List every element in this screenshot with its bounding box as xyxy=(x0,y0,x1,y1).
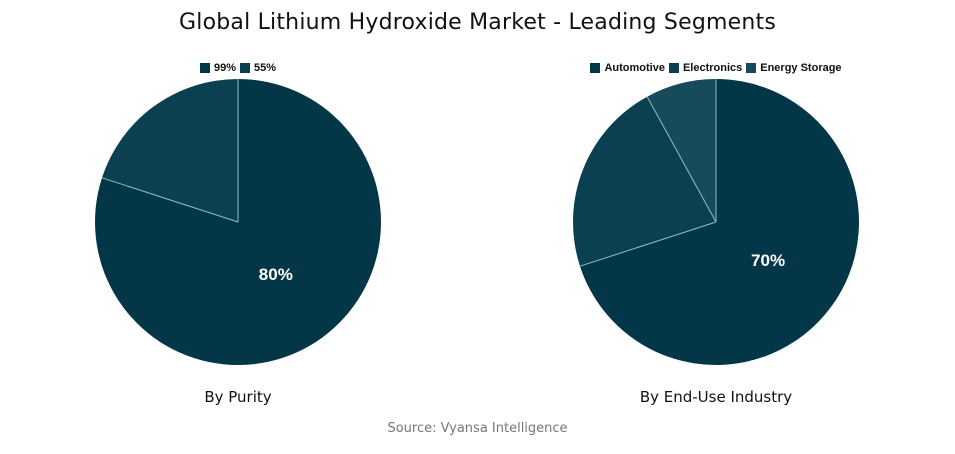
legend-label: Automotive xyxy=(604,62,665,74)
legend-item: Automotive xyxy=(590,62,665,74)
slice-separator xyxy=(646,96,717,223)
slice-value-label: 70% xyxy=(751,251,785,270)
pie-slice-energy-storage xyxy=(647,79,716,222)
legend-label: Electronics xyxy=(682,62,743,74)
legend-swatch xyxy=(590,63,601,73)
legend-label: 99% xyxy=(213,62,236,74)
chart-legend: Automotive Electronics Energy Storage xyxy=(566,62,866,74)
pie-slice-electronics xyxy=(573,96,716,267)
pie-slice-55- xyxy=(101,79,238,222)
slice-separator xyxy=(101,177,239,223)
slice-value-label: 80% xyxy=(259,265,293,284)
slice-separator xyxy=(579,221,717,267)
source-note: Source: Vyansa Intelligence xyxy=(387,421,568,436)
page-title: Global Lithium Hydroxide Market - Leadin… xyxy=(179,10,776,35)
pie-svg: 70% xyxy=(573,79,859,365)
chart-legend: 99% 55% xyxy=(88,62,388,74)
chart-subtitle: By End-Use Industry xyxy=(639,388,793,406)
purity-pie-chart: 99% 55% 80% By Purity xyxy=(88,58,388,418)
legend-item: Electronics xyxy=(668,62,743,74)
legend-item: 99% xyxy=(199,62,236,74)
legend-swatch xyxy=(199,63,210,73)
legend-item: Energy Storage xyxy=(746,62,842,74)
legend-swatch xyxy=(668,63,679,73)
end-use-pie-chart: Automotive Electronics Energy Storage 70… xyxy=(566,58,866,418)
legend-item: 55% xyxy=(240,62,276,74)
pie-slice-automotive xyxy=(579,79,859,365)
legend-label: Energy Storage xyxy=(760,62,842,74)
legend-swatch xyxy=(240,63,250,73)
chart-subtitle: By Purity xyxy=(204,388,272,406)
pie-svg: 80% xyxy=(95,79,382,365)
legend-swatch xyxy=(746,63,757,73)
legend-label: 55% xyxy=(254,62,277,74)
